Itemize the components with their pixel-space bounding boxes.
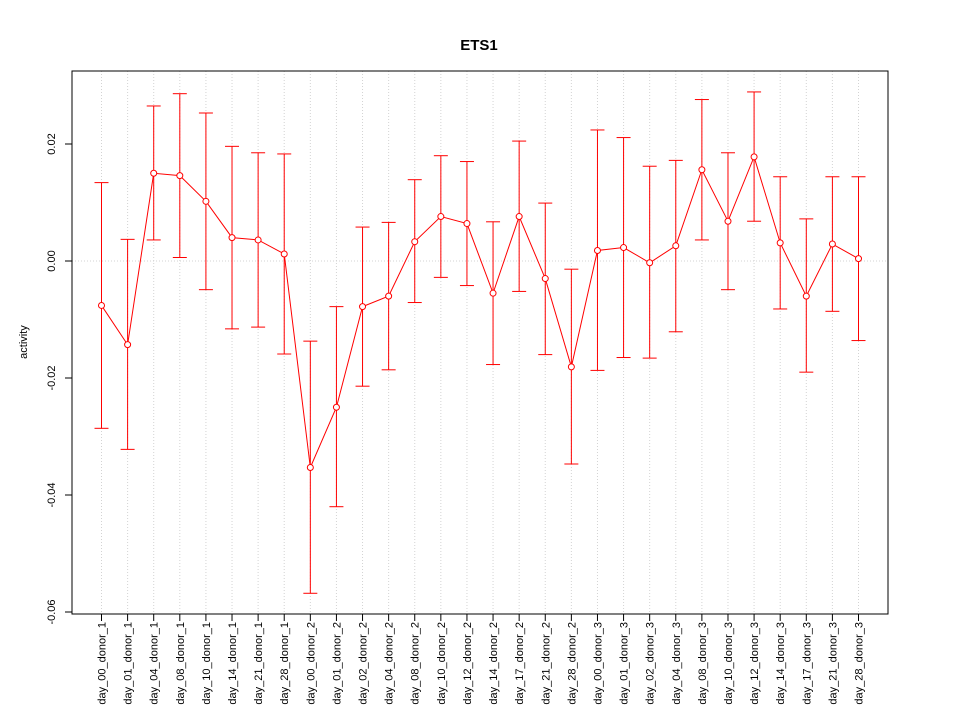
x-tick-label: day_10_donor_3 [723,622,735,705]
data-point [332,403,340,411]
data-point [646,259,654,267]
x-axis: day_00_donor_1 day_01_donor_1 day_04_donor… [97,613,866,705]
x-tick-label: day_01_donor_3 [619,622,631,705]
x-tick-label: day_08_donor_3 [697,622,709,705]
x-tick-label: day_28_donor_3 [854,622,866,705]
grid [72,71,888,614]
chart-title: ETS1 [460,37,498,54]
x-tick-label: day_01_donor_1 [123,622,135,705]
x-tick-label: day_10_donor_1 [201,622,213,705]
y-axis: -0.06 -0.04 -0.02 0.00 0.02 [46,133,73,625]
x-tick-label: day_00_donor_2 [305,622,317,705]
x-tick-label: day_28_donor_1 [279,622,291,705]
data-point [124,341,132,349]
x-tick-label: day_12_donor_2 [462,622,474,705]
data-point [541,275,549,283]
data-point [98,301,105,309]
data-point [802,292,810,300]
y-tick-label: -0.06 [46,599,58,624]
data-point [359,303,367,311]
data-point [254,236,262,244]
y-tick-label: 0.02 [46,133,58,154]
data-point [776,239,784,247]
series [98,153,862,472]
data-point [411,238,419,246]
x-tick-label: day_08_donor_1 [175,622,187,705]
data-point [567,363,575,371]
data-point [750,153,758,161]
data-point [385,292,393,300]
x-tick-label: day_00_donor_1 [97,622,109,705]
x-tick-label: day_12_donor_3 [749,622,761,705]
data-point [593,246,601,254]
series-line [101,155,859,470]
x-tick-label: day_14_donor_3 [775,622,787,705]
plot-frame [71,70,889,615]
data-point [176,172,184,180]
x-tick-label: day_14_donor_1 [227,622,239,705]
y-tick-label: 0.00 [46,250,58,271]
data-point [672,242,680,250]
y-tick-label: -0.04 [46,482,58,507]
x-tick-label: day_10_donor_2 [436,622,448,705]
x-tick-label: day_04_donor_1 [149,622,161,705]
x-tick-label: day_17_donor_2 [514,622,526,705]
x-tick-label: day_14_donor_2 [488,622,500,705]
x-tick-label: day_02_donor_3 [645,622,657,705]
x-tick-label: day_17_donor_3 [801,622,813,705]
y-tick-label: -0.02 [46,365,58,390]
x-tick-label: day_21_donor_2 [540,622,552,705]
data-point [489,289,497,297]
data-point [724,217,732,225]
data-point [620,244,628,252]
data-point [698,166,706,174]
y-axis-label: activity [18,325,30,359]
x-tick-label: day_04_donor_2 [384,622,396,705]
data-point [150,169,158,177]
x-tick-label: day_01_donor_2 [331,622,343,705]
x-tick-label: day_21_donor_3 [827,622,839,705]
x-tick-label: day_02_donor_2 [358,622,370,705]
data-point [463,220,471,228]
x-tick-label: day_04_donor_3 [671,622,683,705]
data-point [828,240,836,248]
data-point [202,197,210,205]
data-point [280,250,288,258]
data-point [855,255,862,263]
x-tick-label: day_28_donor_2 [566,622,578,705]
data-point [228,234,236,242]
data-point [437,213,445,221]
x-tick-label: day_08_donor_2 [410,622,422,705]
data-point [515,213,523,221]
x-tick-label: day_21_donor_1 [253,622,265,705]
data-point [306,464,314,472]
x-tick-label: day_00_donor_3 [592,622,604,705]
